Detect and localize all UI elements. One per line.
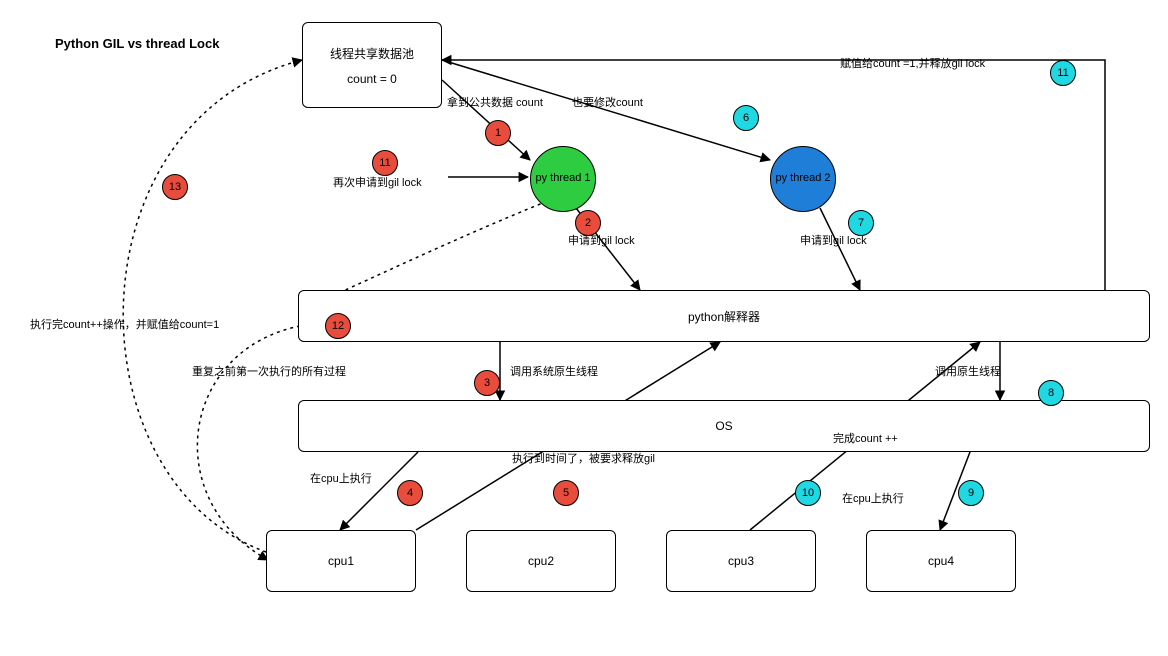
edge-13 (123, 60, 302, 552)
thread2-label: py thread 2 (771, 168, 834, 189)
page-title: Python GIL vs thread Lock (55, 36, 219, 51)
os-label: OS (715, 419, 732, 433)
py-thread-1: py thread 1 (530, 146, 596, 212)
edge-1 (442, 80, 530, 160)
label-9: 在cpu上执行 (842, 490, 904, 506)
os-layer: OS (298, 400, 1150, 452)
step-9: 9 (958, 480, 984, 506)
py-thread-2: py thread 2 (770, 146, 836, 212)
step-10: 10 (795, 480, 821, 506)
label-2: 申请到gil lock (568, 232, 635, 248)
edge-6 (442, 60, 770, 160)
step-1: 1 (485, 120, 511, 146)
label-12: 重复之前第一次执行的所有过程 (192, 363, 346, 379)
label-11: 赋值给count =1,并释放gil lock (840, 55, 985, 71)
step-11-red: 11 (372, 150, 398, 176)
label-13: 执行完count++操作，并赋值给count=1 (30, 316, 219, 332)
cpu1-label: cpu1 (328, 554, 354, 568)
step-3: 3 (474, 370, 500, 396)
step-5: 5 (553, 480, 579, 506)
step-8: 8 (1038, 380, 1064, 406)
label-7: 申请到gil lock (800, 232, 867, 248)
step-11-cyan: 11 (1050, 60, 1076, 86)
cpu1-box: cpu1 (266, 530, 416, 592)
label-3: 调用系统原生线程 (510, 363, 598, 379)
python-interpreter: python解释器 (298, 290, 1150, 342)
step-13: 13 (162, 174, 188, 200)
step-4: 4 (397, 480, 423, 506)
edge-12 (197, 326, 300, 560)
cpu3-box: cpu3 (666, 530, 816, 592)
label-8: 调用原生线程 (935, 363, 1001, 379)
interpreter-label: python解释器 (688, 308, 760, 325)
cpu4-label: cpu4 (928, 554, 954, 568)
cpu4-box: cpu4 (866, 530, 1016, 592)
pool-line2: count = 0 (347, 72, 397, 86)
shared-data-pool: 线程共享数据池 count = 0 (302, 22, 442, 108)
cpu2-box: cpu2 (466, 530, 616, 592)
label-1: 拿到公共数据 count (447, 94, 543, 110)
label-11b: 再次申请到gil lock (333, 174, 422, 190)
thread1-label: py thread 1 (531, 168, 594, 189)
cpu3-label: cpu3 (728, 554, 754, 568)
label-6: 也要修改count (572, 94, 643, 110)
step-6: 6 (733, 105, 759, 131)
cpu2-label: cpu2 (528, 554, 554, 568)
label-5: 执行到时间了，被要求释放gil (512, 450, 655, 466)
pool-line1: 线程共享数据池 (330, 45, 414, 62)
step-12: 12 (325, 313, 351, 339)
label-4: 在cpu上执行 (310, 470, 372, 486)
label-10: 完成count ++ (833, 430, 898, 446)
